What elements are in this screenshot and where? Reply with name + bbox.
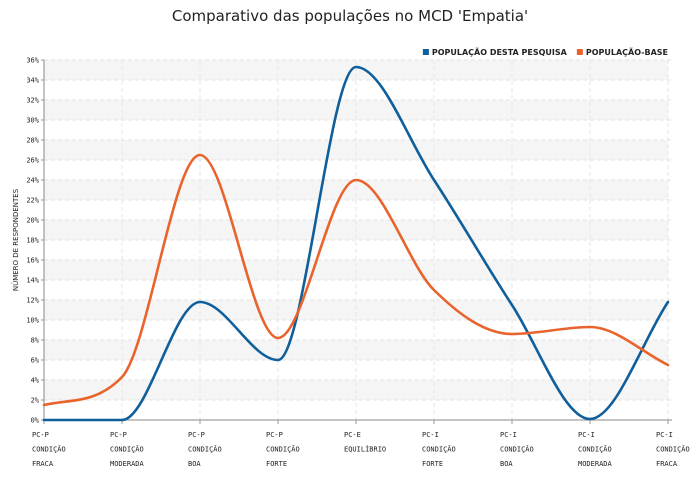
legend-label: POPULAÇÃO DESTA PESQUISA xyxy=(432,47,568,57)
y-tick-label: 0% xyxy=(31,417,40,425)
x-tick-label: CONDIÇÃO xyxy=(656,445,690,454)
y-tick-label: 28% xyxy=(26,137,39,145)
y-tick-label: 32% xyxy=(26,97,39,105)
plot-band xyxy=(44,140,668,160)
y-axis-ticks: 0% 2% 4% 6% 8% 10% 12% 14% 16% 18% 20% 22% 24% 26% 28%… xyxy=(26,57,44,425)
y-tick-label: 30% xyxy=(26,117,39,125)
x-tick-label: CONDIÇÃO xyxy=(188,445,222,454)
x-tick-label: CONDIÇÃO xyxy=(32,445,66,454)
x-tick-label: PC-I xyxy=(656,431,673,439)
x-tick-label: PC-P xyxy=(32,431,49,439)
y-tick-label: 18% xyxy=(26,237,39,245)
y-tick-label: 8% xyxy=(31,337,40,345)
y-tick-label: 16% xyxy=(26,257,39,265)
x-tick-label: BOA xyxy=(500,460,513,468)
x-tick-label: MODERADA xyxy=(578,460,613,468)
x-tick-label: EQUILÍBRIO xyxy=(344,445,386,454)
plot-band xyxy=(44,300,668,320)
y-tick-label: 10% xyxy=(26,317,39,325)
x-tick-label: FRACA xyxy=(656,460,678,468)
x-tick-label: CONDIÇÃO xyxy=(578,445,612,454)
x-axis-ticks: PC-P CONDIÇÃO FRACA PC-P CONDIÇÃO MODERADA PC-… xyxy=(32,420,690,468)
chart-title: Comparativo das populações no MCD 'Empat… xyxy=(172,7,528,25)
x-tick-label: PC-I xyxy=(422,431,439,439)
series-line-1 xyxy=(42,65,670,422)
x-tick-label: PC-I xyxy=(500,431,517,439)
series-lines xyxy=(42,65,670,422)
x-tick-label: PC-P xyxy=(110,431,127,439)
y-tick-label: 6% xyxy=(31,357,40,365)
x-tick-label: BOA xyxy=(188,460,201,468)
x-tick-label: PC-P xyxy=(188,431,205,439)
y-tick-label: 2% xyxy=(31,397,40,405)
series-line-2 xyxy=(42,153,670,407)
y-tick-label: 22% xyxy=(26,197,39,205)
y-tick-label: 12% xyxy=(26,297,39,305)
axes xyxy=(43,60,672,421)
y-axis-label: NÚMERO DE RESPONDENTES xyxy=(11,188,20,291)
x-tick-label: FORTE xyxy=(266,460,287,468)
y-tick-label: 14% xyxy=(26,277,39,285)
y-tick-label: 20% xyxy=(26,217,39,225)
y-tick-label: 26% xyxy=(26,157,39,165)
y-tick-label: 36% xyxy=(26,57,39,65)
x-tick-label: PC-I xyxy=(578,431,595,439)
legend-swatch xyxy=(422,49,429,55)
legend-label: POPULAÇÃO-BASE xyxy=(586,47,668,57)
y-tick-label: 34% xyxy=(26,77,39,85)
x-tick-label: FORTE xyxy=(422,460,443,468)
y-tick-label: 4% xyxy=(31,377,40,385)
x-tick-label: PC-E xyxy=(344,431,361,439)
x-tick-label: CONDIÇÃO xyxy=(110,445,144,454)
legend-swatch xyxy=(576,49,583,55)
x-tick-label: MODERADA xyxy=(110,460,145,468)
y-tick-label: 24% xyxy=(26,177,39,185)
x-tick-label: PC-P xyxy=(266,431,283,439)
x-tick-label: CONDIÇÃO xyxy=(266,445,300,454)
x-tick-label: CONDIÇÃO xyxy=(422,445,456,454)
x-tick-label: FRACA xyxy=(32,460,54,468)
x-tick-label: CONDIÇÃO xyxy=(500,445,534,454)
legend: POPULAÇÃO-BASE POPULAÇÃO DESTA PESQUISA xyxy=(422,47,668,57)
